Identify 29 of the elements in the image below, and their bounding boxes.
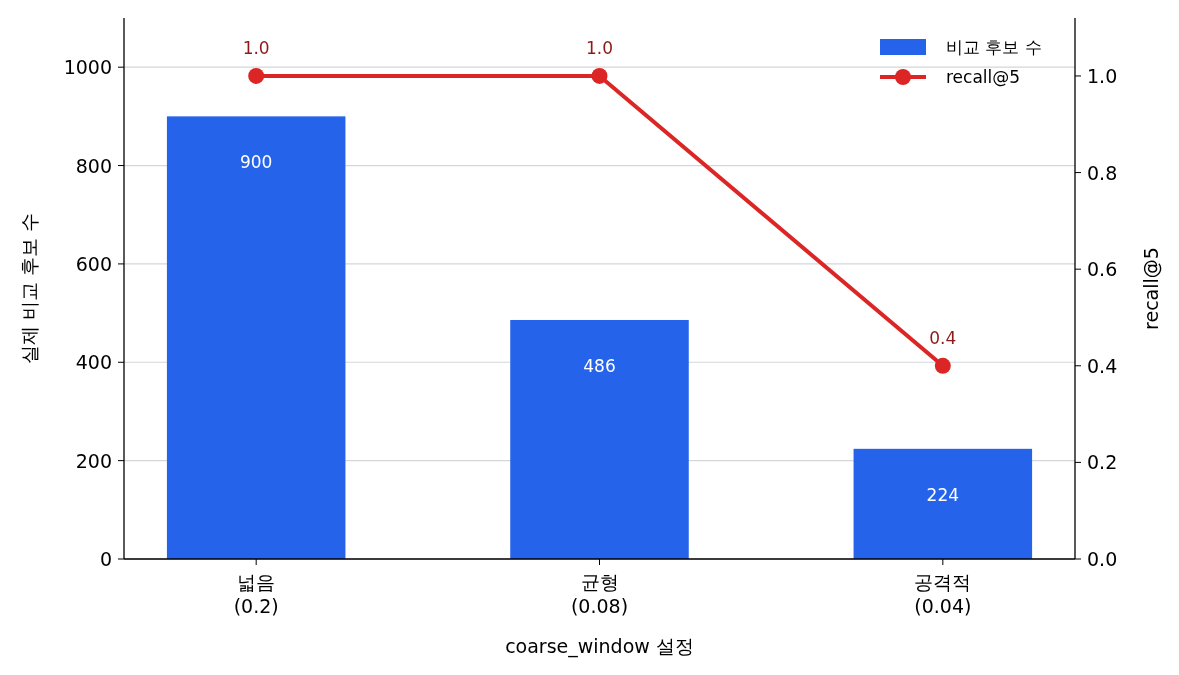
y-tick-label: 0: [99, 548, 112, 570]
x-axis-title: coarse_window 설정: [505, 635, 694, 658]
y2-tick-label: 0.6: [1087, 258, 1118, 281]
x-tick-label: 넓음 (0.2): [233, 571, 279, 617]
y2-tick-label: 0.2: [1087, 451, 1118, 474]
y-tick-label: 600: [75, 252, 112, 275]
x-tick-label: 균형 (0.08): [570, 571, 629, 617]
legend-label: 비교 후보 수: [946, 37, 1042, 57]
y2-tick-label: 0.4: [1087, 354, 1118, 377]
legend-label: recall@5: [946, 67, 1021, 87]
data-label: 224: [926, 484, 960, 505]
y-tick-label: 800: [75, 154, 112, 177]
data-label: 1.0: [585, 37, 614, 58]
y2-tick-label: 0.8: [1087, 161, 1118, 184]
data-label: 0.4: [929, 327, 957, 348]
data-label: 900: [239, 152, 273, 173]
y2-tick-label: 0.0: [1087, 548, 1118, 570]
y-tick-label: 200: [75, 449, 112, 472]
y2-axis-title: recall@5: [1140, 247, 1162, 330]
y2-tick-label: 1.0: [1087, 64, 1118, 87]
y-tick-label: 400: [75, 351, 112, 374]
data-label: 486: [583, 355, 616, 376]
data-label: 1.0: [242, 37, 270, 58]
x-tick-label: 공격적 (0.04): [914, 571, 972, 617]
y-axis-title: 실제 비교 후보 수: [18, 212, 40, 365]
bar: [853, 448, 1033, 559]
y-tick-label: 1000: [63, 56, 112, 79]
bar: [166, 116, 346, 559]
bar: [510, 319, 689, 559]
